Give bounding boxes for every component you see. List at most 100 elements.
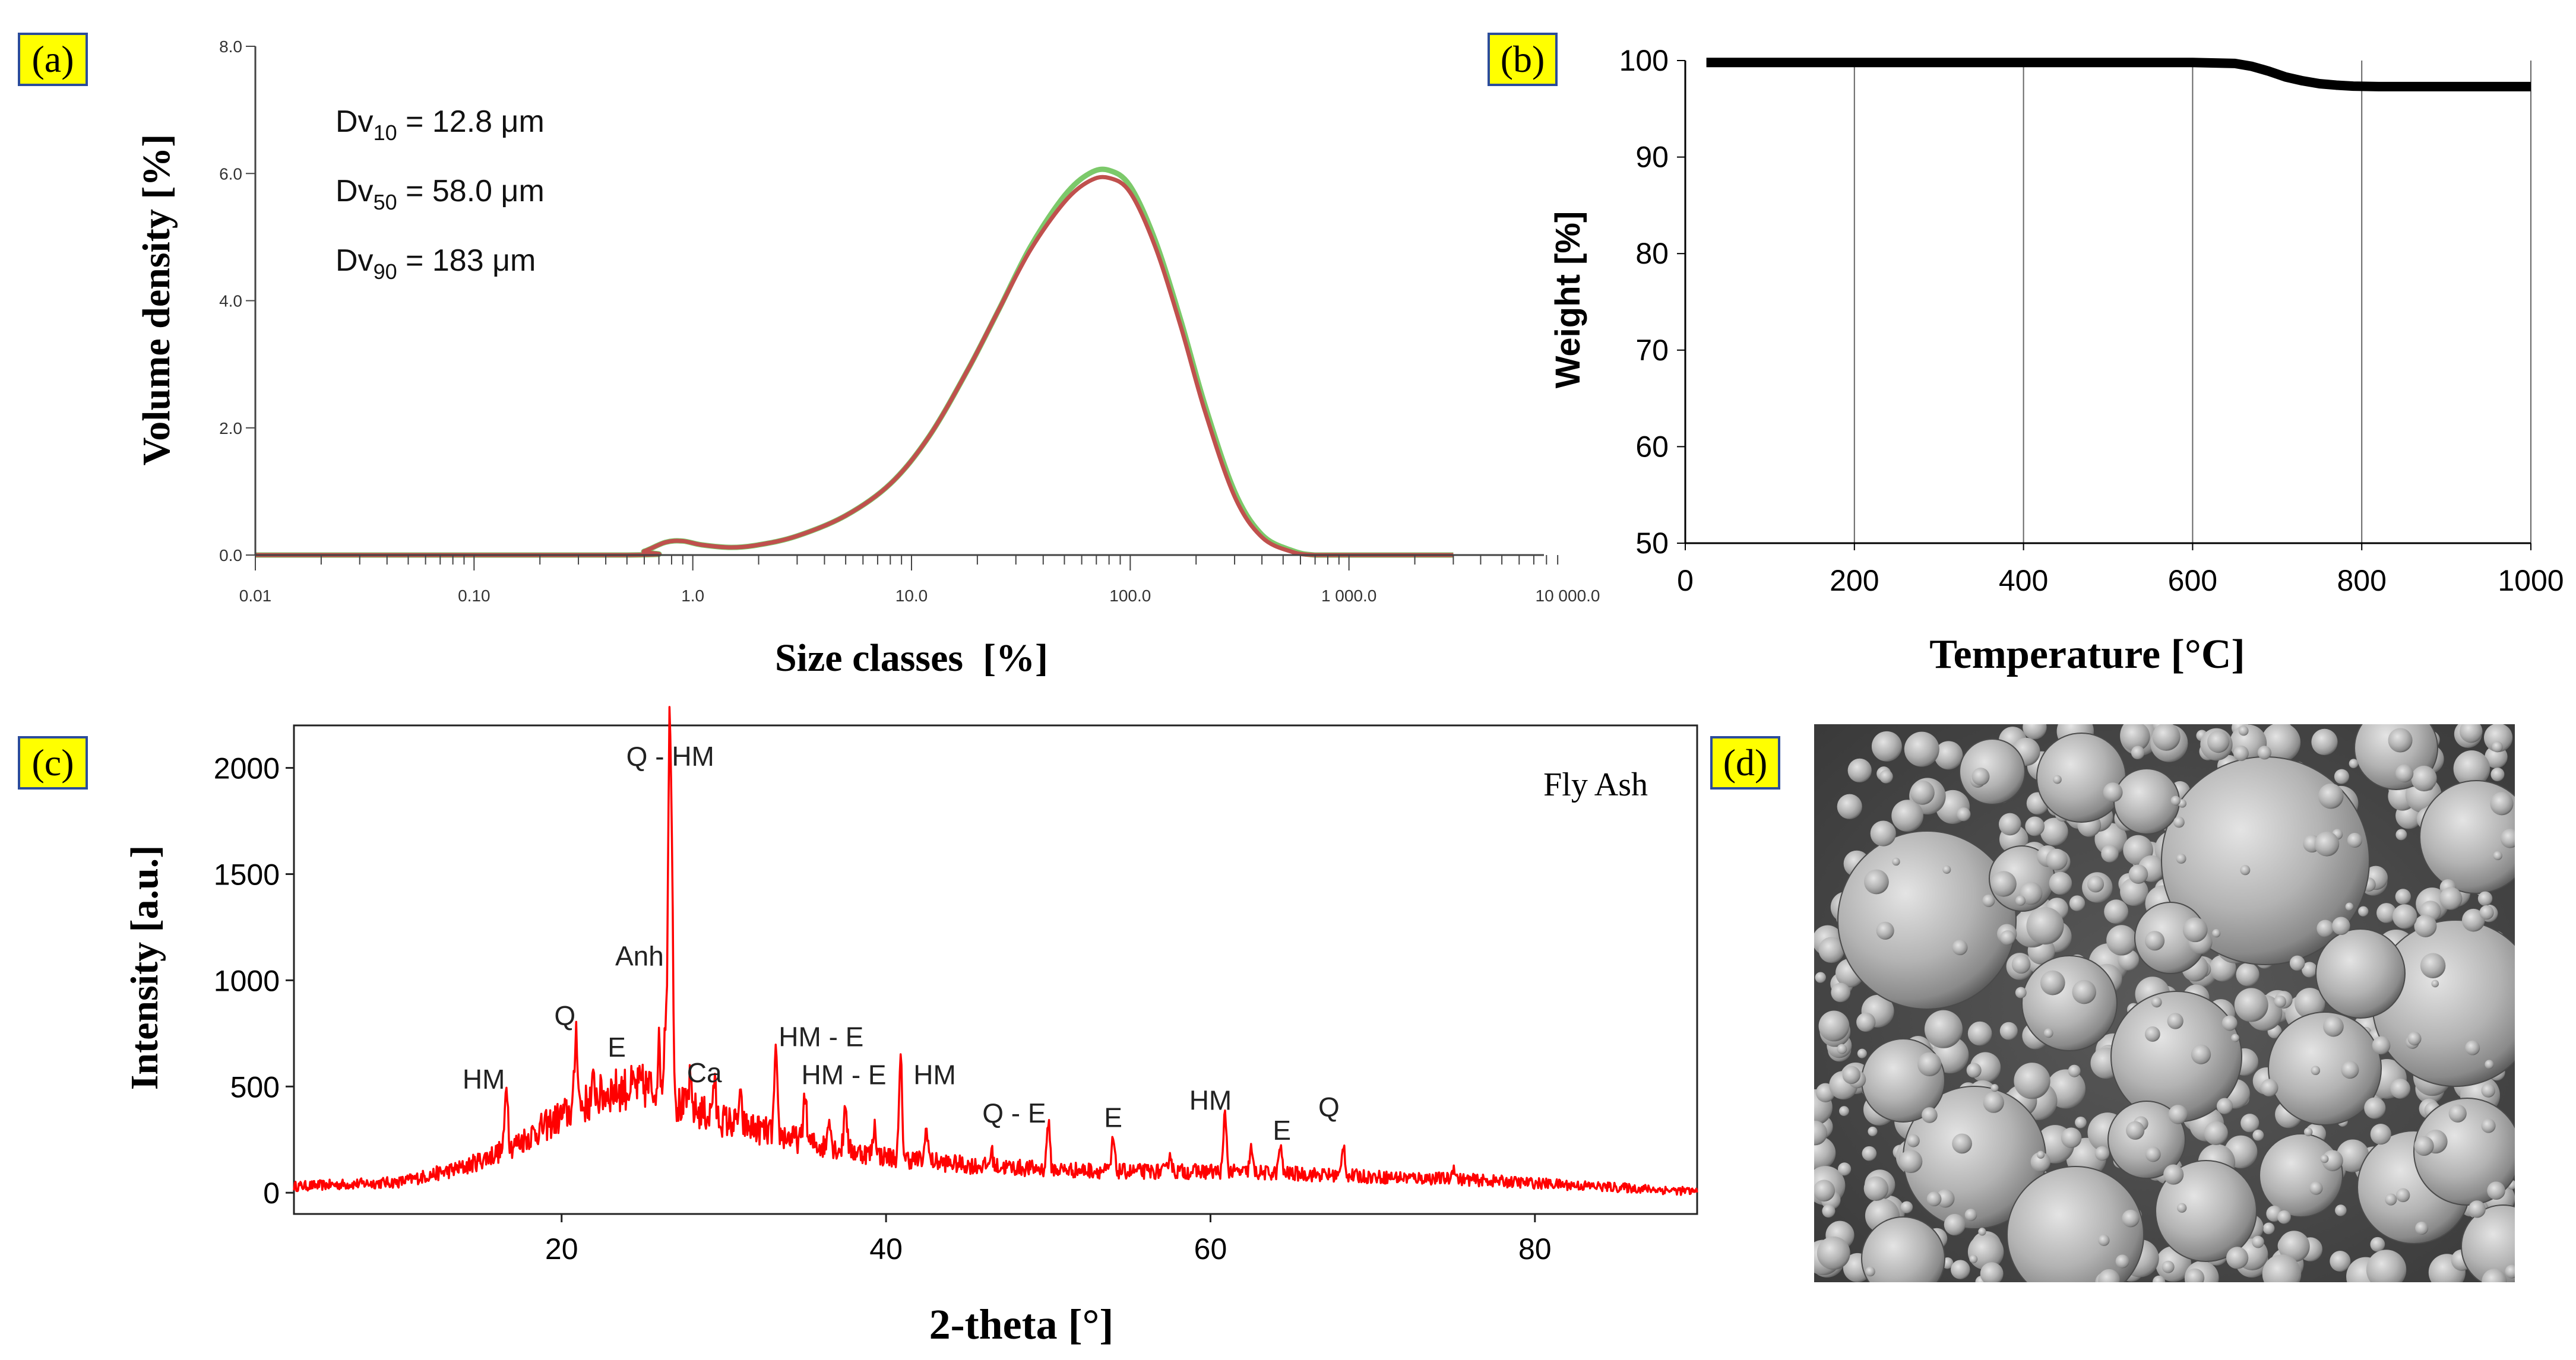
small-particle	[2349, 759, 2359, 769]
small-particle	[2372, 1036, 2391, 1055]
small-particle	[2120, 724, 2150, 752]
y-axis-label-c: Intensity [a.u.]	[123, 845, 166, 1090]
small-particle	[2316, 920, 2334, 937]
small-particle	[2068, 1064, 2081, 1077]
small-particle	[2482, 1269, 2507, 1282]
small-particle	[1942, 865, 1951, 874]
small-particle	[2390, 1079, 2410, 1099]
small-particle	[1917, 1052, 1942, 1076]
small-particle	[2011, 955, 2031, 974]
y-tick-label-c: 1000	[214, 964, 280, 997]
x-tick-label-a: 0.10	[458, 587, 490, 605]
small-particle	[1952, 939, 1968, 956]
large-particle	[1837, 830, 2017, 1010]
x-tick-label-b: 0	[1677, 564, 1694, 597]
small-particle	[2173, 816, 2185, 828]
small-particle	[2439, 887, 2463, 910]
plot-frame-c	[293, 724, 1698, 1215]
small-particle	[2043, 1028, 2053, 1038]
small-particle	[1862, 1146, 1877, 1161]
small-particle	[2311, 1066, 2321, 1076]
small-particle	[1971, 768, 1990, 786]
small-particle	[2335, 1204, 2347, 1216]
small-particle	[2257, 746, 2271, 760]
small-particle	[1982, 894, 1995, 907]
small-particle	[2341, 1061, 2359, 1079]
small-particle	[2481, 1118, 2496, 1133]
x-tick-label-a: 1.0	[681, 587, 704, 605]
x-tick-label-b: 800	[2337, 564, 2386, 597]
large-particle	[2007, 1166, 2144, 1282]
small-particle	[1868, 1126, 1878, 1136]
small-particle	[1891, 800, 1924, 832]
small-particle	[1952, 1133, 1972, 1154]
small-particle	[2364, 1097, 2386, 1119]
small-particle	[1837, 1162, 1852, 1176]
small-particle	[2332, 917, 2350, 936]
x-tick-label-a: 1 000.0	[1321, 587, 1376, 605]
panel-a: (a) 0.01 0.10 1.0 10.0 100.0 1 000.0 10 000.0 0…	[0, 0, 1603, 695]
small-particle	[2163, 1164, 2184, 1185]
small-particle	[2483, 724, 2513, 752]
y-tick-label-a: 4.0	[219, 292, 242, 310]
dv-annotation: Dv90 = 183 μm	[336, 243, 536, 284]
y-tick-label-c: 1500	[214, 858, 280, 891]
small-particle	[2347, 832, 2362, 848]
small-particle	[2468, 1200, 2486, 1218]
small-particle	[1966, 1063, 1982, 1078]
small-particle	[2407, 1032, 2422, 1046]
small-particle	[1818, 937, 1845, 963]
small-particle	[2240, 1114, 2259, 1133]
small-particle	[2098, 1269, 2120, 1282]
small-particle	[2126, 1121, 2145, 1140]
small-particle	[2185, 1268, 2205, 1282]
small-particle	[2098, 1234, 2110, 1247]
small-particle	[2167, 1013, 2183, 1029]
x-tick-label-a: 10 000.0	[1536, 587, 1600, 605]
small-particle	[2162, 1260, 2175, 1273]
small-particle	[2026, 906, 2064, 945]
small-particle	[2103, 782, 2123, 803]
large-particle	[2155, 1160, 2257, 1262]
y-tick-label-b: 90	[1635, 141, 1669, 174]
small-particle	[2040, 970, 2065, 996]
small-particle	[2233, 745, 2249, 761]
small-particle	[1983, 1092, 2004, 1113]
small-particle	[2049, 871, 2072, 895]
small-particle	[1870, 820, 1896, 847]
chart-b-svg: 0 200 400 600 800 1000 50 60 70 80 90 100 Weight [%…	[1549, 44, 2564, 677]
panel-label-c: (c)	[18, 736, 88, 790]
small-particle	[2477, 891, 2493, 906]
small-particle	[1998, 813, 2021, 836]
small-particle	[2072, 979, 2096, 1004]
small-particle	[2392, 904, 2417, 929]
small-particle	[2395, 829, 2407, 841]
small-particle	[2302, 962, 2318, 978]
small-particle	[2131, 746, 2145, 760]
small-particle	[2336, 1139, 2369, 1172]
small-particle	[2260, 1079, 2278, 1097]
small-particle	[2153, 1275, 2166, 1282]
small-particle	[2053, 775, 2062, 784]
peak-label: Q	[554, 1000, 575, 1031]
series-line-b	[1706, 58, 2531, 91]
small-particle	[2075, 1117, 2087, 1128]
panel-c: (c)	[0, 712, 1722, 1360]
x-tick-label-a: 0.01	[239, 587, 272, 605]
y-tick-label-a: 2.0	[219, 419, 242, 438]
small-particle	[2303, 1127, 2313, 1136]
small-particle	[2414, 1136, 2434, 1156]
small-particle	[2040, 817, 2068, 846]
small-particle	[1837, 1044, 1847, 1054]
small-particle	[2490, 768, 2505, 782]
x-tick-label-b: 1000	[2498, 564, 2564, 597]
small-particle	[2191, 1044, 2211, 1064]
small-particle	[1814, 1180, 1836, 1202]
small-particle	[2465, 1040, 2480, 1055]
peak-label: HM	[1189, 1085, 1232, 1116]
small-particle	[1818, 1010, 1850, 1042]
small-particle	[1814, 1136, 1836, 1170]
panel-d: (d)	[1698, 712, 2576, 1360]
small-particle	[1967, 1021, 1992, 1046]
